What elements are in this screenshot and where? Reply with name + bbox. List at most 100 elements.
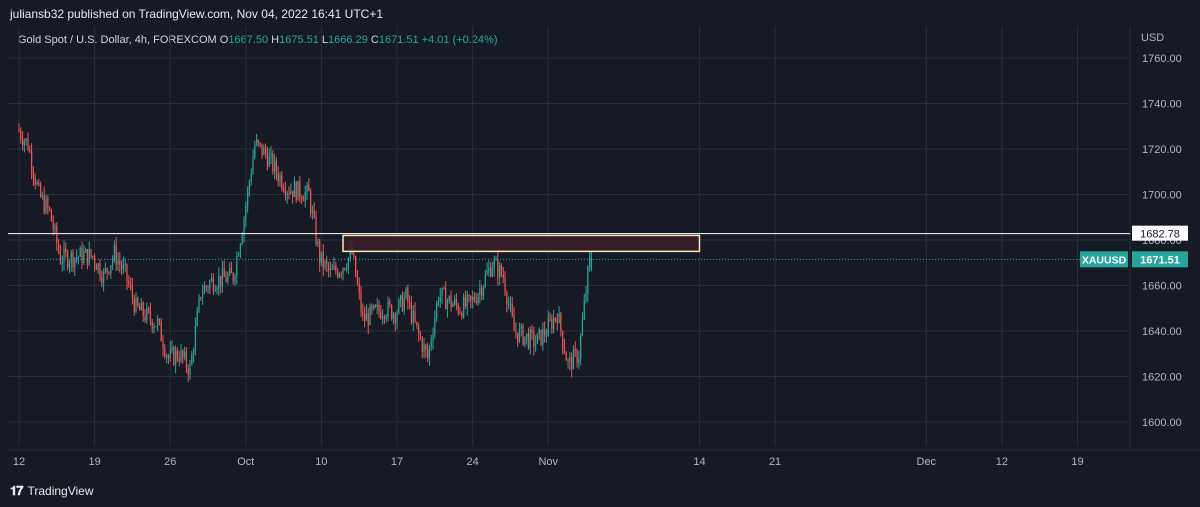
candle-body xyxy=(338,273,341,277)
candle-body xyxy=(554,317,557,319)
symbol-tag-text: XAUUSD xyxy=(1082,254,1127,266)
candle-body xyxy=(324,260,326,268)
symbol-title[interactable]: Gold Spot / U.S. Dollar, 4h, FOREXCOM xyxy=(18,34,217,46)
candle-body xyxy=(41,194,44,197)
last-price-tag-text: 1671.51 xyxy=(1140,254,1180,266)
candle-body xyxy=(279,175,281,182)
candle-body xyxy=(414,310,416,322)
candle-body xyxy=(518,328,521,342)
candle-body xyxy=(472,296,474,301)
candle-body xyxy=(200,297,202,299)
candle-body xyxy=(162,341,164,349)
y-tick-label: 1740.00 xyxy=(1142,99,1182,111)
tradingview-logo[interactable]: 𝟏𝟕 TradingView xyxy=(10,483,94,499)
candle-body xyxy=(138,305,141,311)
candle-body xyxy=(517,332,519,342)
candle-body xyxy=(270,153,272,156)
candle-body xyxy=(396,313,398,323)
candle-body xyxy=(198,297,200,311)
candle-body xyxy=(385,316,387,319)
candle-body xyxy=(234,275,236,282)
candle-body xyxy=(553,317,555,330)
candle-body xyxy=(153,326,155,329)
candle-body xyxy=(122,264,125,270)
candle-body xyxy=(416,321,418,326)
candle-body xyxy=(430,341,432,347)
candle-body xyxy=(90,249,92,257)
candle-body xyxy=(284,190,287,196)
candle-body xyxy=(113,245,116,259)
candle-body xyxy=(383,316,386,319)
candle-body xyxy=(25,138,27,141)
y-tick-label: 1700.00 xyxy=(1142,190,1182,202)
change-value: +4.01 (+0.24%) xyxy=(421,34,498,46)
candle-body xyxy=(484,274,486,287)
candle-body xyxy=(259,142,261,144)
candle-body xyxy=(418,325,420,334)
candle-body xyxy=(538,329,540,334)
candle-body xyxy=(574,349,576,351)
candle-body xyxy=(342,268,344,275)
candle-body xyxy=(333,265,335,270)
candle-body xyxy=(403,297,405,312)
open-label: O xyxy=(219,34,229,46)
candle-body xyxy=(146,307,148,321)
price-chart[interactable]: 1760.001740.001720.001700.001680.001660.… xyxy=(0,0,1200,476)
candle-body xyxy=(459,312,461,314)
candle-body xyxy=(425,344,427,350)
candle-body xyxy=(544,329,546,336)
candle-body xyxy=(486,271,488,275)
candle-body xyxy=(502,274,504,278)
candle-body xyxy=(551,319,553,330)
candle-body xyxy=(194,325,197,352)
candle-body xyxy=(320,251,323,264)
candle-body xyxy=(392,314,395,319)
low-value: 1666.29 xyxy=(328,34,368,46)
candle-body xyxy=(499,265,501,278)
candle-body xyxy=(77,256,80,258)
candle-body xyxy=(196,310,198,326)
candle-body xyxy=(547,319,549,336)
level-price-tag xyxy=(1132,225,1188,241)
candle-body xyxy=(99,263,101,278)
candle-body xyxy=(182,350,184,358)
candle-body xyxy=(457,305,459,313)
candle-body xyxy=(340,273,342,275)
candle-body xyxy=(66,252,69,268)
candle-body xyxy=(387,301,389,317)
candle-body xyxy=(477,294,479,303)
candle-body xyxy=(250,173,252,182)
candle-body xyxy=(488,267,490,272)
candle-body xyxy=(313,210,315,217)
candle-body xyxy=(156,319,159,327)
candle-body xyxy=(400,295,402,300)
candle-body xyxy=(169,349,171,359)
candle-body xyxy=(337,271,339,277)
candle-body xyxy=(347,257,350,269)
candle-body xyxy=(32,170,35,178)
candle-body xyxy=(187,367,189,375)
candle-body xyxy=(407,288,409,303)
candle-body xyxy=(245,205,247,220)
candle-body xyxy=(563,347,566,353)
candle-body xyxy=(176,350,179,360)
candle-body xyxy=(126,264,128,282)
candle-body xyxy=(63,248,65,263)
candle-body xyxy=(128,281,130,285)
candle-body xyxy=(48,207,51,210)
candle-body xyxy=(346,268,348,270)
candle-body xyxy=(219,275,222,286)
candle-body xyxy=(290,190,292,194)
candle-body xyxy=(344,268,346,270)
candle-body xyxy=(297,180,299,201)
candle-body xyxy=(255,140,258,145)
candle-body xyxy=(327,264,330,271)
candle-body xyxy=(374,305,377,307)
candle-body xyxy=(304,192,306,202)
candle-body xyxy=(491,267,494,277)
candle-body xyxy=(151,320,153,329)
candle-body xyxy=(326,260,328,265)
candle-body xyxy=(212,277,215,291)
candle-body xyxy=(34,177,36,185)
candle-body xyxy=(203,286,206,294)
